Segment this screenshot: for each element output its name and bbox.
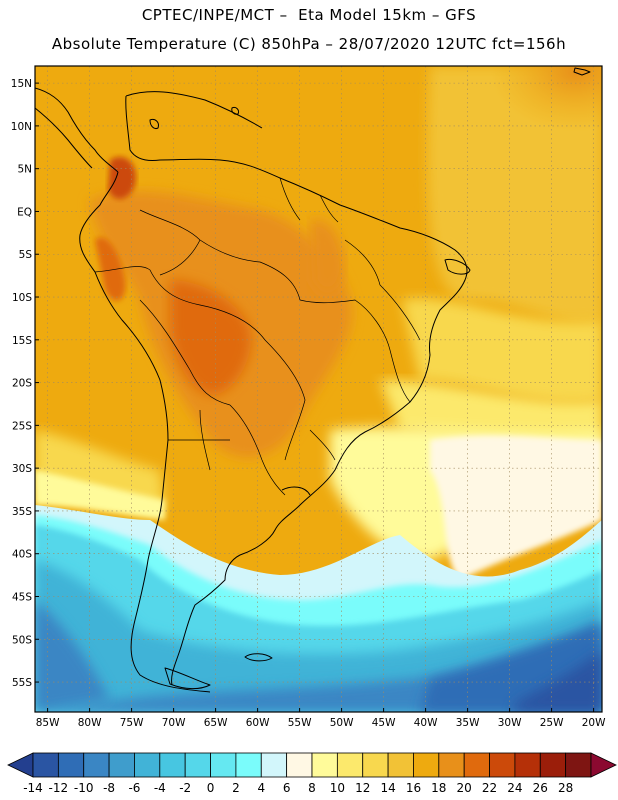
temperature-field: [35, 66, 602, 712]
colorbar-swatch: [438, 752, 465, 778]
colorbar-swatch: [57, 752, 85, 778]
colorbar-label: 18: [431, 781, 446, 795]
colorbar-label: 2: [232, 781, 240, 795]
colorbar-swatch: [108, 752, 135, 778]
colorbar-label: 14: [380, 781, 395, 795]
lat-label: 45S: [12, 591, 32, 603]
colorbar-label: 20: [457, 781, 472, 795]
colorbar-swatch: [539, 752, 567, 778]
lat-label: 5N: [17, 164, 32, 176]
lon-label: 40W: [414, 717, 438, 729]
colorbar-swatch: [413, 752, 440, 778]
colorbar-swatch: [83, 752, 110, 778]
colorbar-label: -12: [49, 781, 69, 795]
colorbar-label: 4: [257, 781, 265, 795]
colorbar-swatch: [565, 752, 592, 778]
colorbar-swatch: [336, 752, 364, 778]
colorbar-swatch: [184, 752, 211, 778]
colorbar-label: -8: [103, 781, 115, 795]
title-line-2: Absolute Temperature (C) 850hPa – 28/07/…: [51, 35, 567, 53]
lat-lon-grid: [35, 66, 602, 712]
lat-label: 25S: [12, 420, 32, 432]
country-borders: [94, 177, 421, 496]
colorbar-label: -4: [154, 781, 166, 795]
colorbar-label: 12: [355, 781, 370, 795]
colorbar-swatch: [514, 752, 541, 778]
lat-label: 15S: [12, 335, 32, 347]
lon-label: 65W: [204, 717, 228, 729]
colorbar-label: -14: [23, 781, 43, 795]
colorbar-high-arrow: [590, 752, 617, 778]
colorbar-swatch: [362, 752, 389, 778]
lon-label: 60W: [246, 717, 270, 729]
colorbar-label: 24: [507, 781, 522, 795]
latitude-labels: 15N 10N 5N EQ 5S 10S 15S 20S 25S 30S 35S 40S 45S 50S 5…: [11, 78, 39, 689]
colorbar-label: 0: [207, 781, 215, 795]
colorbar-swatch: [286, 752, 313, 778]
colorbar: [7, 752, 617, 778]
lat-label: 30S: [12, 463, 32, 475]
lat-label: 50S: [12, 634, 32, 646]
map-frame: [34, 65, 603, 713]
lat-label: 20S: [12, 378, 32, 390]
lon-label: 55W: [288, 717, 312, 729]
colorbar-low-arrow: [7, 752, 34, 778]
lon-label: 35W: [456, 717, 480, 729]
lon-label: 70W: [162, 717, 186, 729]
lat-label: 40S: [12, 549, 32, 561]
lon-label: 85W: [36, 717, 60, 729]
colorbar-label: -6: [128, 781, 140, 795]
lon-label: 75W: [120, 717, 144, 729]
colorbar-label: 16: [406, 781, 421, 795]
colorbar-swatch: [489, 752, 516, 778]
colorbar-swatch: [159, 752, 186, 778]
colorbar-swatch: [463, 752, 490, 778]
colorbar-label: 8: [308, 781, 316, 795]
lon-label: 80W: [78, 717, 102, 729]
lat-label: 10N: [11, 121, 32, 133]
lat-label: 5S: [19, 249, 33, 261]
lat-label: 10S: [12, 292, 32, 304]
colorbar-label: 26: [533, 781, 548, 795]
lon-label: 50W: [330, 717, 354, 729]
lat-label: 55S: [12, 677, 32, 689]
colorbar-swatch: [260, 752, 288, 778]
coastlines: [35, 67, 591, 693]
lon-label: 20W: [582, 717, 606, 729]
lat-label: 35S: [12, 506, 32, 518]
colorbar-swatch: [32, 752, 59, 778]
longitude-labels: 85W 80W 75W 70W 65W 60W 55W 50W 45W 40W 35W 30W 25W 2…: [36, 708, 606, 729]
colorbar-label: 6: [283, 781, 291, 795]
colorbar-label: 22: [482, 781, 497, 795]
lon-label: 30W: [498, 717, 522, 729]
colorbar-swatch: [387, 752, 414, 778]
colorbar-swatch: [134, 752, 161, 778]
colorbar-labels: -14 -12 -10 -8 -6 -4 -2 0 2 4 6 8 10 12 14 16 18 20 22 24 26…: [23, 781, 573, 795]
lon-label: 45W: [372, 717, 396, 729]
lon-label: 25W: [540, 717, 564, 729]
colorbar-swatch: [235, 752, 262, 778]
colorbar-label: 28: [558, 781, 573, 795]
colorbar-label: 10: [330, 781, 345, 795]
lat-label: EQ: [17, 206, 32, 218]
colorbar-label: -10: [74, 781, 94, 795]
colorbar-swatch: [311, 752, 338, 778]
lat-label: 15N: [11, 78, 32, 90]
colorbar-swatch: [210, 752, 237, 778]
title-line-1: CPTEC/INPE/MCT – Eta Model 15km – GFS: [141, 6, 477, 24]
colorbar-label: -2: [179, 781, 191, 795]
